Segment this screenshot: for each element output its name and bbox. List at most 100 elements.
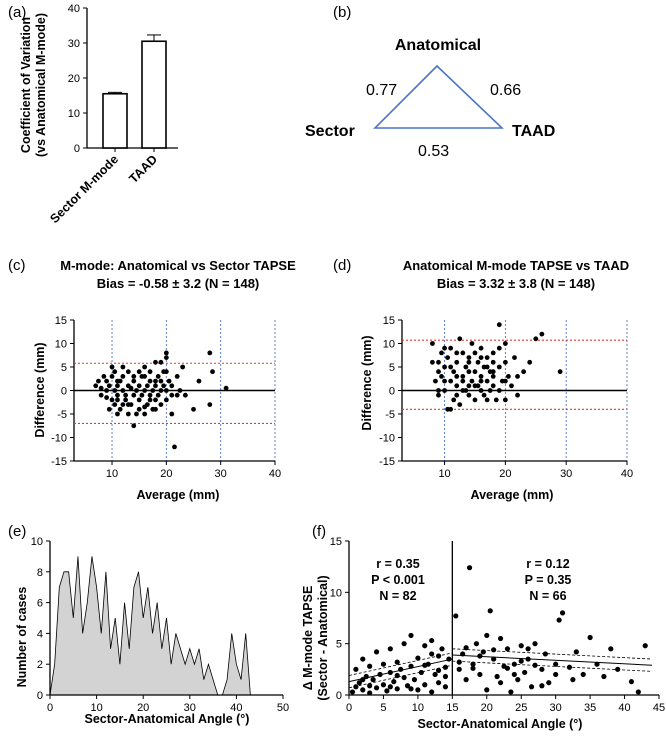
f-data-point xyxy=(528,684,535,690)
c-data-point xyxy=(136,369,142,375)
panel-d-xlabel: Average (mm) xyxy=(471,488,554,502)
f-data-point xyxy=(398,666,404,672)
d-data-point xyxy=(484,355,490,360)
d-data-point xyxy=(454,350,460,356)
f-data-point xyxy=(360,687,366,693)
c-data-point xyxy=(210,369,215,375)
f-data-point xyxy=(642,643,648,649)
f-xtick-label: 45 xyxy=(653,702,665,714)
f-data-point xyxy=(373,685,380,691)
d-data-point xyxy=(430,341,435,346)
d-data-point xyxy=(454,374,460,379)
f-data-point xyxy=(460,651,466,657)
panel-d-title-2: Bias = 3.32 ± 3.8 (N = 148) xyxy=(437,276,595,291)
c-data-point xyxy=(104,388,109,393)
f-fit-right-ci-upper xyxy=(452,648,653,660)
c-data-point xyxy=(158,359,164,365)
panel-e-xlabel: Sector-Anatomical Angle (°) xyxy=(85,712,250,726)
c-data-point xyxy=(155,374,161,379)
f-data-point xyxy=(484,632,490,639)
c-xtick-label: 10 xyxy=(106,468,118,480)
f-data-point xyxy=(360,677,366,683)
c-data-point xyxy=(158,402,164,407)
f-xtick-label: 15 xyxy=(446,702,458,714)
d-data-point xyxy=(490,359,496,365)
d-data-point xyxy=(478,355,484,360)
c-data-point xyxy=(106,383,112,389)
f-data-point xyxy=(546,680,552,686)
c-data-point xyxy=(98,392,104,398)
panel-f-ylabel-1: Δ M-mode TAPSE xyxy=(301,586,315,691)
c-data-point xyxy=(223,385,229,391)
c-data-point xyxy=(142,404,148,410)
d-data-point xyxy=(430,359,435,365)
f-data-point xyxy=(511,671,517,678)
a-category-label: Sector M-mode xyxy=(47,152,121,226)
f-data-point xyxy=(367,690,373,696)
c-data-point xyxy=(120,388,126,393)
c-data-point xyxy=(104,378,109,384)
c-data-point xyxy=(120,402,126,407)
d-xtick-label: 20 xyxy=(499,468,511,480)
f-fit-left-ci-upper xyxy=(348,652,453,676)
f-data-point xyxy=(484,687,490,693)
c-data-point xyxy=(142,364,148,370)
a-ytick-label: 10 xyxy=(68,108,80,120)
f-data-point xyxy=(411,677,418,683)
d-data-point xyxy=(472,397,478,403)
f-data-point xyxy=(391,679,397,685)
f-data-point xyxy=(401,674,407,681)
f-data-point xyxy=(408,663,414,669)
d-data-point xyxy=(448,364,454,370)
f-data-point xyxy=(373,649,380,655)
c-data-point xyxy=(180,364,186,370)
f-data-point xyxy=(532,641,538,647)
f-data-point xyxy=(380,682,387,688)
e-ytick-label: 2 xyxy=(37,659,43,671)
f-data-point xyxy=(446,656,452,662)
c-xtick-label: 40 xyxy=(269,468,281,480)
e-xtick-label: 0 xyxy=(47,702,53,714)
c-data-point xyxy=(163,388,169,393)
c-ytick-label: 5 xyxy=(61,362,67,374)
c-data-point xyxy=(136,397,142,403)
c-data-point xyxy=(207,350,213,356)
panel-f-label: (f) xyxy=(312,523,326,540)
f-data-point xyxy=(511,661,517,667)
c-data-point xyxy=(104,395,109,400)
c-data-point xyxy=(147,392,153,398)
f-data-point xyxy=(532,662,538,668)
d-data-point xyxy=(469,341,475,346)
f-data-point xyxy=(384,688,390,694)
c-data-point xyxy=(163,350,169,356)
d-data-point xyxy=(484,364,490,370)
f-data-point xyxy=(608,646,614,652)
f-data-point xyxy=(587,634,593,641)
c-data-point xyxy=(155,392,161,398)
f-data-point xyxy=(463,677,469,683)
f-xtick-label: 25 xyxy=(515,702,527,714)
panel-c-ylabel: Difference (mm) xyxy=(33,342,47,437)
f-data-point xyxy=(553,671,559,678)
d-data-point xyxy=(527,359,533,365)
panel-f: (f) Δ M-mode TAPSE (Sector - Anatomical)… xyxy=(301,523,665,731)
e-xtick-label: 30 xyxy=(184,702,196,714)
f-ytick-label: 0 xyxy=(336,690,342,702)
f-data-point xyxy=(539,683,545,689)
d-data-point xyxy=(533,336,539,342)
e-ytick-label: 10 xyxy=(31,536,43,548)
d-data-point xyxy=(484,397,490,403)
f-xtick-label: 20 xyxy=(481,702,493,714)
f-data-point xyxy=(415,655,421,661)
d-data-point xyxy=(521,369,527,375)
stats-left-r: r = 0.35 xyxy=(376,557,419,571)
d-data-point xyxy=(466,392,472,398)
f-data-point xyxy=(518,643,524,649)
c-ytick-label: 15 xyxy=(55,315,67,327)
panel-d-label: (d) xyxy=(333,257,351,274)
d-data-point xyxy=(506,374,511,379)
c-data-point xyxy=(136,383,142,389)
c-data-point xyxy=(112,388,118,393)
f-data-point xyxy=(418,669,424,676)
e-ytick-label: 8 xyxy=(37,567,43,579)
